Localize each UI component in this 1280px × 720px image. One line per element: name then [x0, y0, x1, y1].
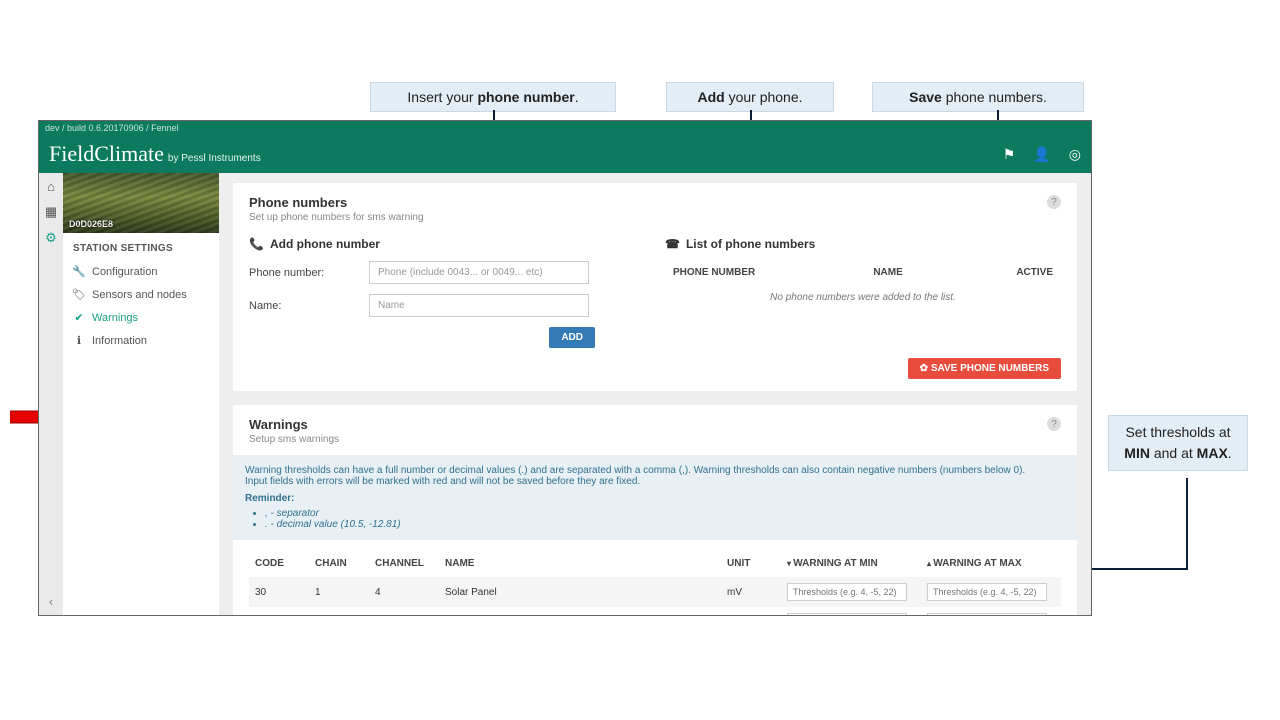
phone-input[interactable]	[369, 261, 589, 284]
nav-label: Information	[92, 335, 147, 347]
flag-icon[interactable]: ⚑	[1003, 146, 1016, 163]
sidebar-item-information[interactable]: ℹ Information	[63, 329, 219, 352]
th-unit[interactable]: UNIT	[721, 550, 781, 577]
chart-icon[interactable]: ▦	[45, 204, 57, 220]
breadcrumb: dev / build 0.6.20170906 / Fennel	[39, 121, 1091, 135]
callout-save-phones: Save phone numbers.	[872, 82, 1084, 112]
callout-insert-phone: Insert your phone number.	[370, 82, 616, 112]
add-button[interactable]: ADD	[549, 327, 595, 348]
phone-card-title: Phone numbers	[249, 195, 1061, 210]
help-icon[interactable]: ?	[1047, 417, 1061, 431]
th-chain[interactable]: CHAIN	[309, 550, 369, 577]
th-code[interactable]: CODE	[249, 550, 309, 577]
nav-label: Sensors and nodes	[92, 289, 187, 301]
warnings-table: CODE CHAIN CHANNEL NAME UNIT WARNING AT …	[249, 550, 1061, 615]
cell-unit: mV	[721, 577, 781, 607]
min-threshold-input[interactable]	[787, 583, 907, 601]
warnings-card: ? Warnings Setup sms warnings Warning th…	[233, 405, 1077, 615]
cell-name: Precipitation	[439, 607, 721, 615]
user-icon[interactable]: 👤	[1033, 146, 1050, 163]
sidebar-item-warnings[interactable]: ✔ Warnings	[63, 306, 219, 329]
nav-label: Configuration	[92, 266, 157, 278]
nav-icon: ✔	[73, 311, 85, 324]
station-id: D0D026E8	[69, 219, 113, 229]
warnings-title: Warnings	[249, 417, 1061, 432]
phone-card: ? Phone numbers Set up phone numbers for…	[233, 183, 1077, 391]
th-channel[interactable]: CHANNEL	[369, 550, 439, 577]
phone-card-sub: Set up phone numbers for sms warning	[249, 212, 1061, 223]
callout-thresholds: Set thresholds at MIN and at MAX.	[1108, 415, 1248, 471]
th-wmin[interactable]: WARNING AT MIN	[781, 550, 921, 577]
sidebar-title: STATION SETTINGS	[63, 233, 219, 260]
cell-name: Solar Panel	[439, 577, 721, 607]
cell-channel: 4	[369, 577, 439, 607]
left-rail: ⌂ ▦ ⚙ ‹	[39, 173, 63, 615]
app-header: FieldClimateby Pessl Instruments ⚑ 👤 ◎	[39, 135, 1091, 173]
help-icon[interactable]: ?	[1047, 195, 1061, 209]
cell-code: 30	[249, 577, 309, 607]
table-row: 30 1 4 Solar Panel mV	[249, 577, 1061, 607]
add-phone-title: 📞 Add phone number	[249, 237, 645, 251]
cell-unit: mm	[721, 607, 781, 615]
logo: FieldClimateby Pessl Instruments	[49, 141, 261, 167]
app-window: dev / build 0.6.20170906 / Fennel FieldC…	[38, 120, 1092, 616]
home-icon[interactable]: ⌂	[47, 179, 55, 194]
save-phones-button[interactable]: ✿ SAVE PHONE NUMBERS	[908, 358, 1061, 379]
col-phone: PHONE NUMBER	[667, 263, 865, 282]
sidebar: D0D026E8 STATION SETTINGS 🔧 Configuration…	[63, 173, 219, 615]
sidebar-item-configuration[interactable]: 🔧 Configuration	[63, 260, 219, 283]
phone-label: Phone number:	[249, 267, 369, 279]
cell-chain: 1	[309, 607, 369, 615]
connector-c4-v	[1186, 478, 1188, 570]
gear-icon[interactable]: ⚙	[45, 230, 57, 246]
col-name: NAME	[867, 263, 954, 282]
phone-icon: 📞	[249, 237, 264, 251]
phone-empty: No phone numbers were added to the list.	[665, 284, 1061, 311]
min-threshold-input[interactable]	[787, 613, 907, 615]
nav-icon: ℹ	[73, 334, 85, 347]
list-icon: ☎	[665, 237, 680, 251]
cell-chain: 1	[309, 577, 369, 607]
broadcast-icon[interactable]: ◎	[1069, 146, 1081, 163]
cell-code: 6	[249, 607, 309, 615]
station-image: D0D026E8	[63, 173, 219, 233]
th-name[interactable]: NAME	[439, 550, 721, 577]
warnings-info: Warning thresholds can have a full numbe…	[233, 455, 1077, 540]
warnings-sub: Setup sms warnings	[249, 434, 1061, 445]
th-wmax[interactable]: WARNING AT MAX	[921, 550, 1061, 577]
list-title: ☎ List of phone numbers	[665, 237, 1061, 251]
nav-icon: 🏷	[73, 288, 85, 301]
cell-channel: 5	[369, 607, 439, 615]
name-label: Name:	[249, 300, 369, 312]
max-threshold-input[interactable]	[927, 613, 1047, 615]
nav-icon: 🔧	[73, 265, 85, 278]
main-content: ? Phone numbers Set up phone numbers for…	[219, 173, 1091, 615]
callout-add-phone: Add your phone.	[666, 82, 834, 112]
max-threshold-input[interactable]	[927, 583, 1047, 601]
col-active: ACTIVE	[957, 263, 1059, 282]
table-row: 6 1 5 Precipitation mm	[249, 607, 1061, 615]
save-icon: ✿	[920, 363, 931, 374]
name-input[interactable]	[369, 294, 589, 317]
collapse-icon[interactable]: ‹	[49, 594, 53, 609]
sidebar-item-sensors-and-nodes[interactable]: 🏷 Sensors and nodes	[63, 283, 219, 306]
nav-label: Warnings	[92, 312, 138, 324]
